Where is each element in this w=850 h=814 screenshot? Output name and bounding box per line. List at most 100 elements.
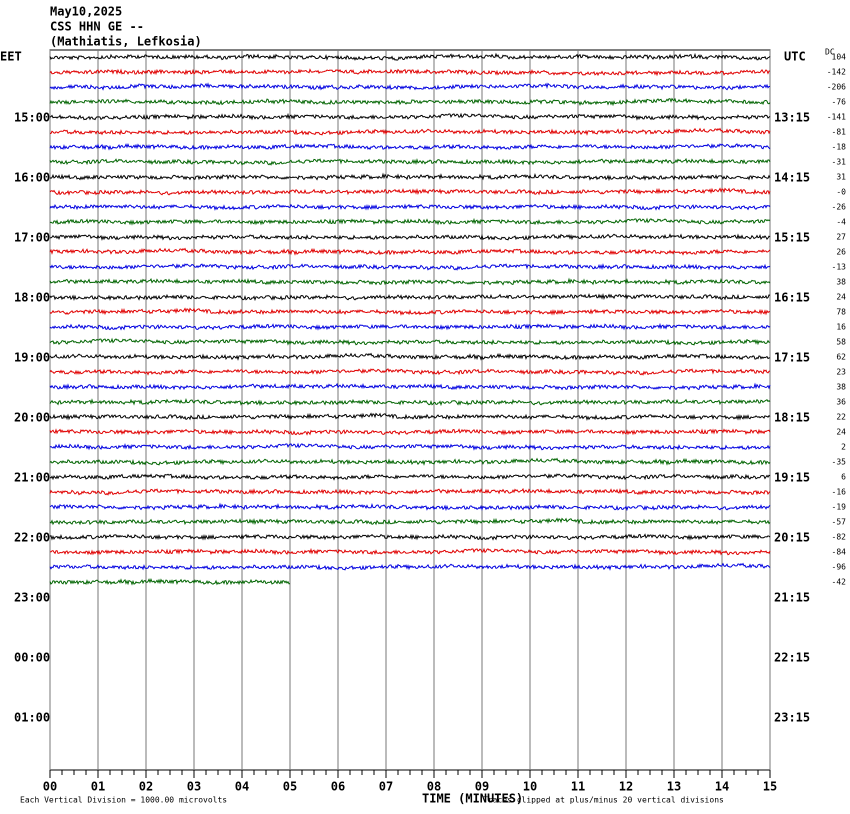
dc-offset: 58 (836, 338, 846, 347)
left-hour-label: 17:00 (14, 231, 50, 245)
trace (49, 428, 771, 436)
trace (49, 398, 771, 407)
left-axis-title: EET (0, 50, 22, 64)
trace (49, 517, 771, 526)
dc-title: DC (825, 48, 835, 57)
dc-offset: 31 (836, 173, 846, 182)
location: (Mathiatis, Lefkosia) (50, 35, 202, 49)
x-tick-label: 13 (667, 780, 681, 794)
dc-offset: 38 (836, 278, 846, 287)
dc-offset: -13 (832, 263, 847, 272)
dc-offset: 23 (836, 368, 846, 377)
right-hour-label: 14:15 (774, 171, 810, 185)
trace (49, 172, 771, 182)
dc-offset: -18 (832, 143, 847, 152)
dc-offset: -84 (832, 548, 847, 557)
trace (49, 442, 771, 451)
x-tick-label: 15 (763, 780, 777, 794)
trace (49, 217, 771, 226)
dc-offset: -35 (832, 458, 847, 467)
trace (49, 263, 771, 271)
date: May10,2025 (50, 5, 122, 19)
trace (49, 247, 771, 256)
left-hour-label: 23:00 (14, 591, 50, 605)
left-hour-label: 01:00 (14, 711, 50, 725)
clip-note: Traces clipped at plus/minus 20 vertical… (483, 796, 724, 805)
dc-offset: 78 (836, 308, 846, 317)
left-hour-label: 20:00 (14, 411, 50, 425)
right-hour-label: 17:15 (774, 351, 810, 365)
dc-offset: -16 (832, 488, 847, 497)
dc-offset: 27 (836, 233, 846, 242)
dc-offset: 16 (836, 323, 846, 332)
right-hour-label: 22:15 (774, 651, 810, 665)
x-tick-label: 08 (427, 780, 441, 794)
right-hour-label: 21:15 (774, 591, 810, 605)
dc-offset: -42 (832, 578, 847, 587)
dc-offset: 2 (841, 443, 846, 452)
left-hour-label: 00:00 (14, 651, 50, 665)
x-tick-label: 01 (91, 780, 105, 794)
dc-offset: 26 (836, 248, 846, 257)
left-hour-label: 22:00 (14, 531, 50, 545)
dc-offset: 62 (836, 353, 846, 362)
left-hour-label: 19:00 (14, 351, 50, 365)
x-tick-label: 05 (283, 780, 297, 794)
trace (49, 487, 771, 496)
trace (49, 322, 771, 331)
dc-offset: -19 (832, 503, 847, 512)
dc-offset: -96 (832, 563, 847, 572)
left-hour-label: 18:00 (14, 291, 50, 305)
x-tick-label: 07 (379, 780, 393, 794)
dc-offset: -206 (827, 83, 846, 92)
right-hour-label: 23:15 (774, 711, 810, 725)
left-hour-label: 21:00 (14, 471, 50, 485)
trace (49, 292, 771, 302)
x-tick-label: 00 (43, 780, 57, 794)
right-hour-label: 19:15 (774, 471, 810, 485)
x-tick-label: 14 (715, 780, 729, 794)
trace (49, 277, 771, 286)
trace (49, 382, 771, 391)
right-hour-label: 18:15 (774, 411, 810, 425)
trace (49, 307, 771, 316)
dc-offset: -0 (836, 188, 846, 197)
trace (49, 337, 771, 346)
trace (49, 203, 771, 211)
dc-offset: -81 (832, 128, 847, 137)
trace (49, 412, 771, 421)
trace (49, 352, 771, 361)
dc-offset: 36 (836, 398, 846, 407)
x-axis-title: TIME (MINUTES) (422, 792, 523, 806)
trace (49, 157, 771, 166)
right-hour-label: 13:15 (774, 111, 810, 125)
dc-offset: 38 (836, 383, 846, 392)
dc-offset: 24 (836, 293, 846, 302)
dc-offset: -31 (832, 158, 847, 167)
dc-offset: -76 (832, 98, 847, 107)
right-hour-label: 15:15 (774, 231, 810, 245)
trace (49, 502, 771, 512)
x-tick-label: 10 (523, 780, 537, 794)
dc-offset: 104 (832, 53, 847, 62)
dc-offset: -82 (832, 533, 847, 542)
trace (49, 562, 771, 571)
trace (49, 233, 771, 241)
x-tick-label: 06 (331, 780, 345, 794)
trace (49, 97, 771, 107)
dc-offset: -141 (827, 113, 846, 122)
right-axis-title: UTC (784, 50, 806, 64)
trace (49, 82, 770, 91)
right-hour-label: 16:15 (774, 291, 810, 305)
x-tick-label: 02 (139, 780, 153, 794)
trace (49, 457, 771, 466)
frame (49, 49, 771, 771)
dc-offset: -4 (836, 218, 846, 227)
trace (49, 68, 771, 77)
x-tick-label: 03 (187, 780, 201, 794)
x-tick-label: 12 (619, 780, 633, 794)
left-hour-label: 16:00 (14, 171, 50, 185)
dc-offset: -26 (832, 203, 847, 212)
x-tick-label: 09 (475, 780, 489, 794)
